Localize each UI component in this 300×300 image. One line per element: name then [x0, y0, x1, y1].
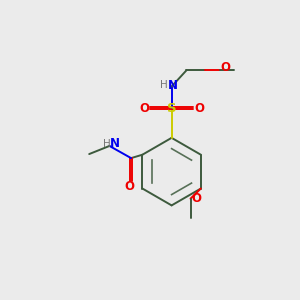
Text: O: O [139, 102, 149, 115]
Text: O: O [220, 61, 230, 74]
Text: S: S [167, 102, 176, 115]
Text: O: O [191, 192, 202, 205]
Text: H: H [103, 139, 111, 149]
Text: N: N [110, 137, 120, 150]
Text: N: N [168, 79, 178, 92]
Text: O: O [194, 102, 204, 115]
Text: O: O [125, 180, 135, 193]
Text: H: H [160, 80, 167, 90]
